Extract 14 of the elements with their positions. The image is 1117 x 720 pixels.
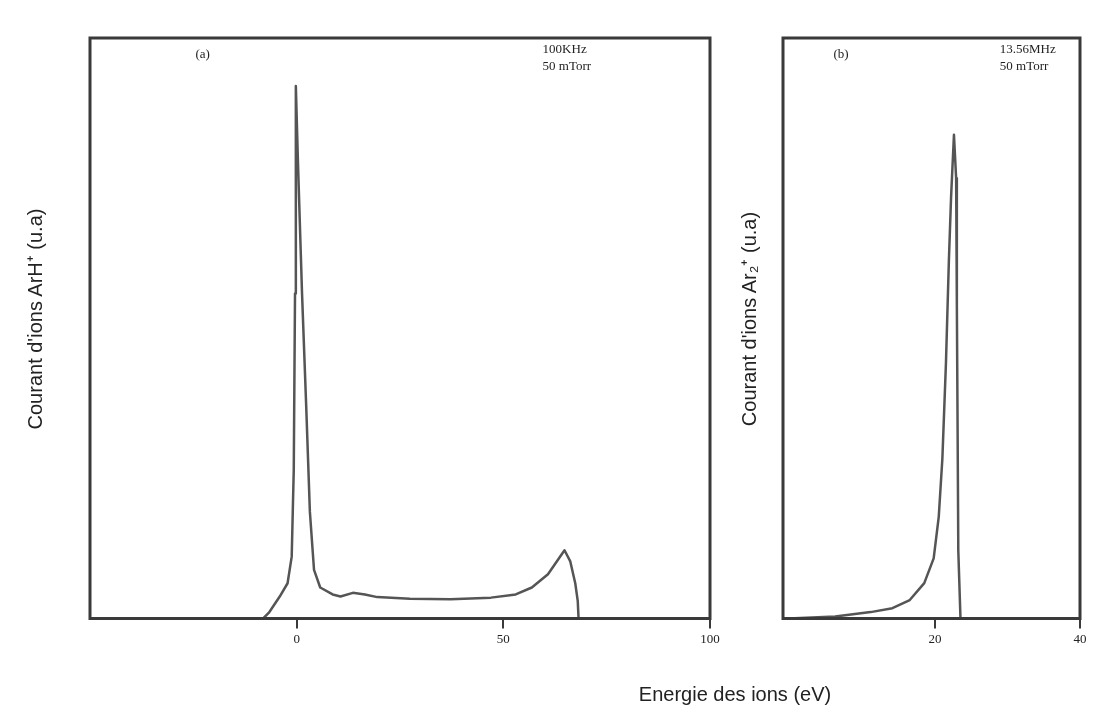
x-tick-label: 50	[496, 630, 510, 646]
x-tick-label: 40	[1073, 630, 1087, 646]
text: 100KHz	[542, 40, 587, 56]
text: (a)	[195, 45, 210, 61]
x-tick-label: 20	[928, 630, 942, 646]
text: 50 mTorr	[999, 57, 1050, 73]
text: 50 mTorr	[542, 57, 592, 73]
y-axis-title: Courant d'ions ArH⁺ (u.a)	[22, 208, 47, 430]
x-axis-title: Energie des ions (eV)	[638, 683, 832, 706]
y-axis-title: Courant d'ions Ar₂⁺ (u.a)	[736, 211, 761, 427]
text: 13.56MHz	[999, 40, 1057, 56]
x-tick-label: 100	[700, 630, 720, 646]
text: (b)	[833, 45, 849, 61]
x-tick-label: 0	[293, 630, 300, 646]
